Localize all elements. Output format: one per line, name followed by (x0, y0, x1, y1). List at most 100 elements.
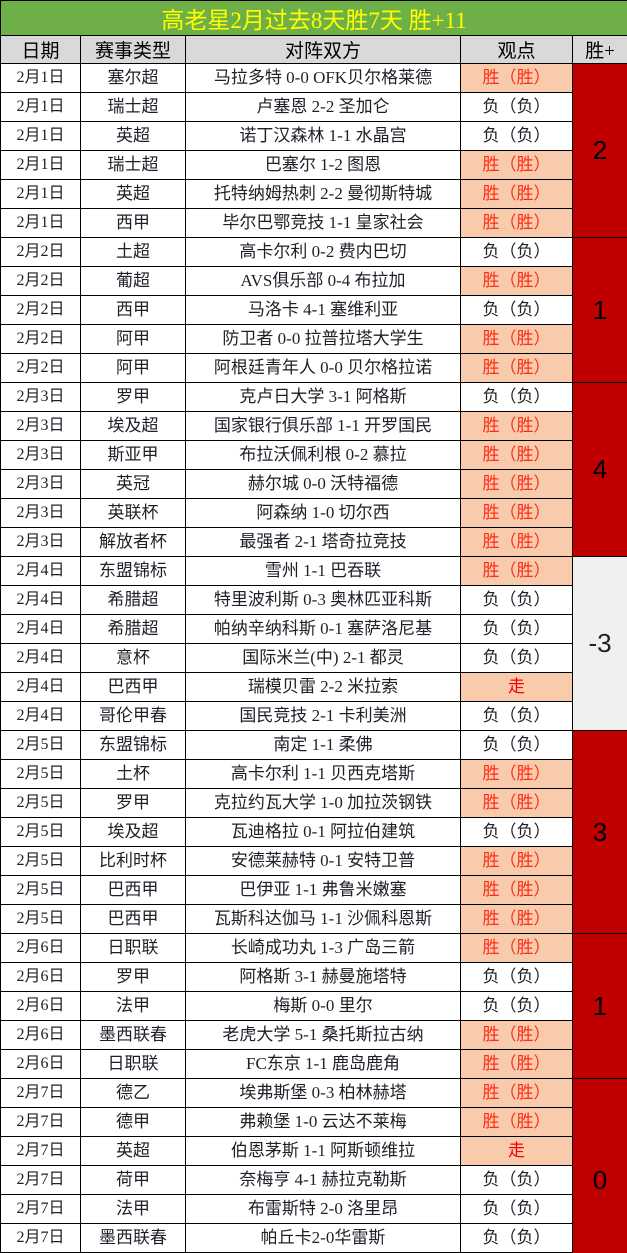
cell-league: 比利时杯 (80, 846, 186, 876)
table-row[interactable]: 2月5日 土杯 高卡尔利 1-1 贝西克塔斯 胜（胜） (0, 759, 627, 789)
cell-date: 2月6日 (0, 1049, 81, 1079)
table-row[interactable]: 2月6日 日职联 长崎成功丸 1-3 广岛三箭 胜（胜） 1 (0, 933, 627, 1079)
cell-match: 高卡尔利 1-1 贝西克塔斯 (185, 759, 461, 789)
table-row[interactable]: 2月3日 英联杯 阿森纳 1-0 切尔西 胜（胜） (0, 498, 627, 528)
table-row[interactable]: 2月4日 希腊超 特里波利斯 0-3 奥林匹亚科斯 负（负） (0, 585, 627, 615)
cell-view-win: 胜（胜） (460, 933, 573, 963)
cell-date: 2月6日 (0, 1020, 81, 1050)
table-row[interactable]: 2月6日 罗甲 阿格斯 3-1 赫曼施塔特 负（负） (0, 962, 627, 992)
cell-league: 瑞士超 (80, 150, 186, 180)
table-row[interactable]: 2月6日 墨西联春 老虎大学 5-1 桑托斯拉古纳 胜（胜） (0, 1020, 627, 1050)
table-row[interactable]: 2月6日 日职联 FC东京 1-1 鹿岛鹿角 胜（胜） (0, 1049, 627, 1079)
table-row[interactable]: 2月5日 罗甲 克拉约瓦大学 1-0 加拉茨钢铁 胜（胜） (0, 788, 627, 818)
table-row[interactable]: 2月4日 东盟锦标 雪州 1-1 巴吞联 胜（胜） -3 (0, 556, 627, 731)
cell-view-lose: 负（负） (460, 1223, 573, 1253)
column-header-date[interactable]: 日期 (0, 35, 81, 64)
cell-date: 2月3日 (0, 469, 81, 499)
table-row[interactable]: 2月7日 英超 伯恩茅斯 1-1 阿斯顿维拉走 (0, 1136, 627, 1166)
cell-date: 2月3日 (0, 498, 81, 528)
table-row[interactable]: 2月3日 埃及超 国家银行俱乐部 1-1 开罗国民 胜（胜） (0, 411, 627, 441)
table-row[interactable]: 2月2日 西甲 马洛卡 4-1 塞维利亚 负（负） (0, 295, 627, 325)
cell-league: 英冠 (80, 469, 186, 499)
cell-league: 墨西联春 (80, 1223, 186, 1253)
table-row[interactable]: 2月5日 埃及超 瓦迪格拉 0-1 阿拉伯建筑 负（负） (0, 817, 627, 847)
cell-view-lose: 负（负） (460, 1165, 573, 1195)
cell-match: 布雷斯特 2-0 洛里昂 (185, 1194, 461, 1224)
cell-date: 2月3日 (0, 527, 81, 557)
column-header-league[interactable]: 赛事类型 (80, 35, 186, 64)
cell-view-win: 胜（胜） (460, 208, 573, 238)
table-row[interactable]: 2月4日 巴西甲 瑞模贝雷 2-2 米拉索走 (0, 672, 627, 702)
cell-view-win: 胜（胜） (460, 527, 573, 557)
cell-view-win: 胜（胜） (460, 324, 573, 354)
cell-league: 葡超 (80, 266, 186, 296)
cell-view-lose: 负（负） (460, 1194, 573, 1224)
cell-view-win: 胜（胜） (460, 266, 573, 296)
table-row[interactable]: 2月7日 荷甲 奈梅亨 4-1 赫拉克勒斯 负（负） (0, 1165, 627, 1195)
cell-date: 2月1日 (0, 150, 81, 180)
cell-date: 2月7日 (0, 1223, 81, 1253)
column-header-view[interactable]: 观点 (460, 35, 573, 64)
cell-date: 2月1日 (0, 63, 81, 93)
table-row[interactable]: 2月5日 巴西甲 瓦斯科达伽马 1-1 沙佩科恩斯 胜（胜） (0, 904, 627, 934)
table-row[interactable]: 2月2日 土超 高卡尔利 0-2 费内巴切 负（负） 1 (0, 237, 627, 383)
cell-league: 法甲 (80, 991, 186, 1021)
table-row[interactable]: 2月5日 比利时杯 安德莱赫特 0-1 安特卫普 胜（胜） (0, 846, 627, 876)
cell-match: FC东京 1-1 鹿岛鹿角 (185, 1049, 461, 1079)
table-row[interactable]: 2月2日 阿甲 阿根廷青年人 0-0 贝尔格拉诺 胜（胜） (0, 353, 627, 383)
cell-date: 2月2日 (0, 295, 81, 325)
cell-view-walk: 走 (460, 1136, 573, 1166)
table-row[interactable]: 2月3日 英冠 赫尔城 0-0 沃特福德 胜（胜） (0, 469, 627, 499)
cell-view-lose: 负（负） (460, 585, 573, 615)
cell-league: 埃及超 (80, 411, 186, 441)
column-header-plus[interactable]: 胜+ (571, 35, 627, 64)
cell-date: 2月6日 (0, 933, 81, 963)
column-header-match[interactable]: 对阵双方 (185, 35, 461, 64)
table-row[interactable]: 2月1日 英超 诺丁汉森林 1-1 水晶宫 负（负） (0, 121, 627, 151)
table-row[interactable]: 2月3日 斯亚甲 布拉沃佩利根 0-2 慕拉 胜（胜） (0, 440, 627, 470)
title-row: 高老星2月过去8天胜7天 胜+11 (0, 0, 627, 36)
cell-view-win: 胜（胜） (460, 788, 573, 818)
cell-view-lose: 负（负） (460, 701, 573, 731)
cell-match: 瓦迪格拉 0-1 阿拉伯建筑 (185, 817, 461, 847)
table-row[interactable]: 2月4日 希腊超 帕纳辛纳科斯 0-1 塞萨洛尼基 负（负） (0, 614, 627, 644)
table-row[interactable]: 2月1日 英超 托特纳姆热刺 2-2 曼彻斯特城 胜（胜） (0, 179, 627, 209)
table-row[interactable]: 2月4日 意杯 国际米兰(中) 2-1 都灵 负（负） (0, 643, 627, 673)
table-row[interactable]: 2月2日 阿甲 防卫者 0-0 拉普拉塔大学生 胜（胜） (0, 324, 627, 354)
cell-view-win: 胜（胜） (460, 904, 573, 934)
cell-league: 巴西甲 (80, 672, 186, 702)
table-row[interactable]: 2月1日 瑞士超 卢塞恩 2-2 圣加仑 负（负） (0, 92, 627, 122)
table-row[interactable]: 2月2日 葡超 AVS俱乐部 0-4 布拉加 胜（胜） (0, 266, 627, 296)
table-row[interactable]: 2月5日 巴西甲 巴伊亚 1-1 弗鲁米嫩塞 胜（胜） (0, 875, 627, 905)
table-row[interactable]: 2月4日 哥伦甲春 国民竞技 2-1 卡利美洲 负（负） (0, 701, 627, 731)
cell-league: 墨西联春 (80, 1020, 186, 1050)
cell-view-lose: 负（负） (460, 817, 573, 847)
cell-date: 2月5日 (0, 730, 81, 760)
table-row[interactable]: 2月6日 法甲 梅斯 0-0 里尔 负（负） (0, 991, 627, 1021)
cell-date: 2月1日 (0, 121, 81, 151)
table-row[interactable]: 2月5日 东盟锦标 南定 1-1 柔佛 负（负） 3 (0, 730, 627, 934)
table-row[interactable]: 2月7日 德甲 弗赖堡 1-0 云达不莱梅 胜（胜） (0, 1107, 627, 1137)
table-row[interactable]: 2月7日 墨西联春 帕丘卡2-0华雷斯 负（负） (0, 1223, 627, 1253)
cell-league: 意杯 (80, 643, 186, 673)
table-row[interactable]: 2月7日 德乙 埃弗斯堡 0-3 柏林赫塔 胜（胜） 0 (0, 1078, 627, 1253)
cell-league: 西甲 (80, 295, 186, 325)
cell-match: 马拉多特 0-0 OFK贝尔格莱德 (185, 63, 461, 93)
table-row[interactable]: 2月3日 罗甲 克卢日大学 3-1 阿格斯 负（负） 4 (0, 382, 627, 557)
cell-view-lose: 负（负） (460, 991, 573, 1021)
cell-match: 卢塞恩 2-2 圣加仑 (185, 92, 461, 122)
cell-match: 老虎大学 5-1 桑托斯拉古纳 (185, 1020, 461, 1050)
cell-view-walk: 走 (460, 672, 573, 702)
table-row[interactable]: 2月1日 塞尔超 马拉多特 0-0 OFK贝尔格莱德 胜（胜） 2 (0, 63, 627, 238)
cell-league: 罗甲 (80, 788, 186, 818)
table-row[interactable]: 2月7日 法甲 布雷斯特 2-0 洛里昂 负（负） (0, 1194, 627, 1224)
cell-plus-total: 3 (571, 730, 627, 934)
table-row[interactable]: 2月1日 瑞士超 巴塞尔 1-2 图恩 胜（胜） (0, 150, 627, 180)
table-row[interactable]: 2月1日 西甲 毕尔巴鄂竞技 1-1 皇家社会 胜（胜） (0, 208, 627, 238)
cell-league: 斯亚甲 (80, 440, 186, 470)
cell-match: 最强者 2-1 塔奇拉竞技 (185, 527, 461, 557)
table-row[interactable]: 2月3日 解放者杯 最强者 2-1 塔奇拉竞技 胜（胜） (0, 527, 627, 557)
cell-date: 2月4日 (0, 672, 81, 702)
cell-league: 德甲 (80, 1107, 186, 1137)
